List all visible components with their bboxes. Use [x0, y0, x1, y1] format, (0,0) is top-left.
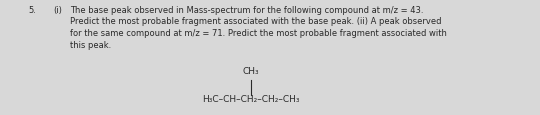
Text: (i): (i) — [53, 6, 62, 15]
Text: 5.: 5. — [29, 6, 37, 15]
Text: H₃C–CH–CH₂–CH₂–CH₃: H₃C–CH–CH₂–CH₂–CH₃ — [202, 95, 300, 104]
Text: The base peak observed in Mass-spectrum for the following compound at m/z = 43.
: The base peak observed in Mass-spectrum … — [70, 6, 447, 49]
Text: CH₃: CH₃ — [243, 66, 259, 75]
